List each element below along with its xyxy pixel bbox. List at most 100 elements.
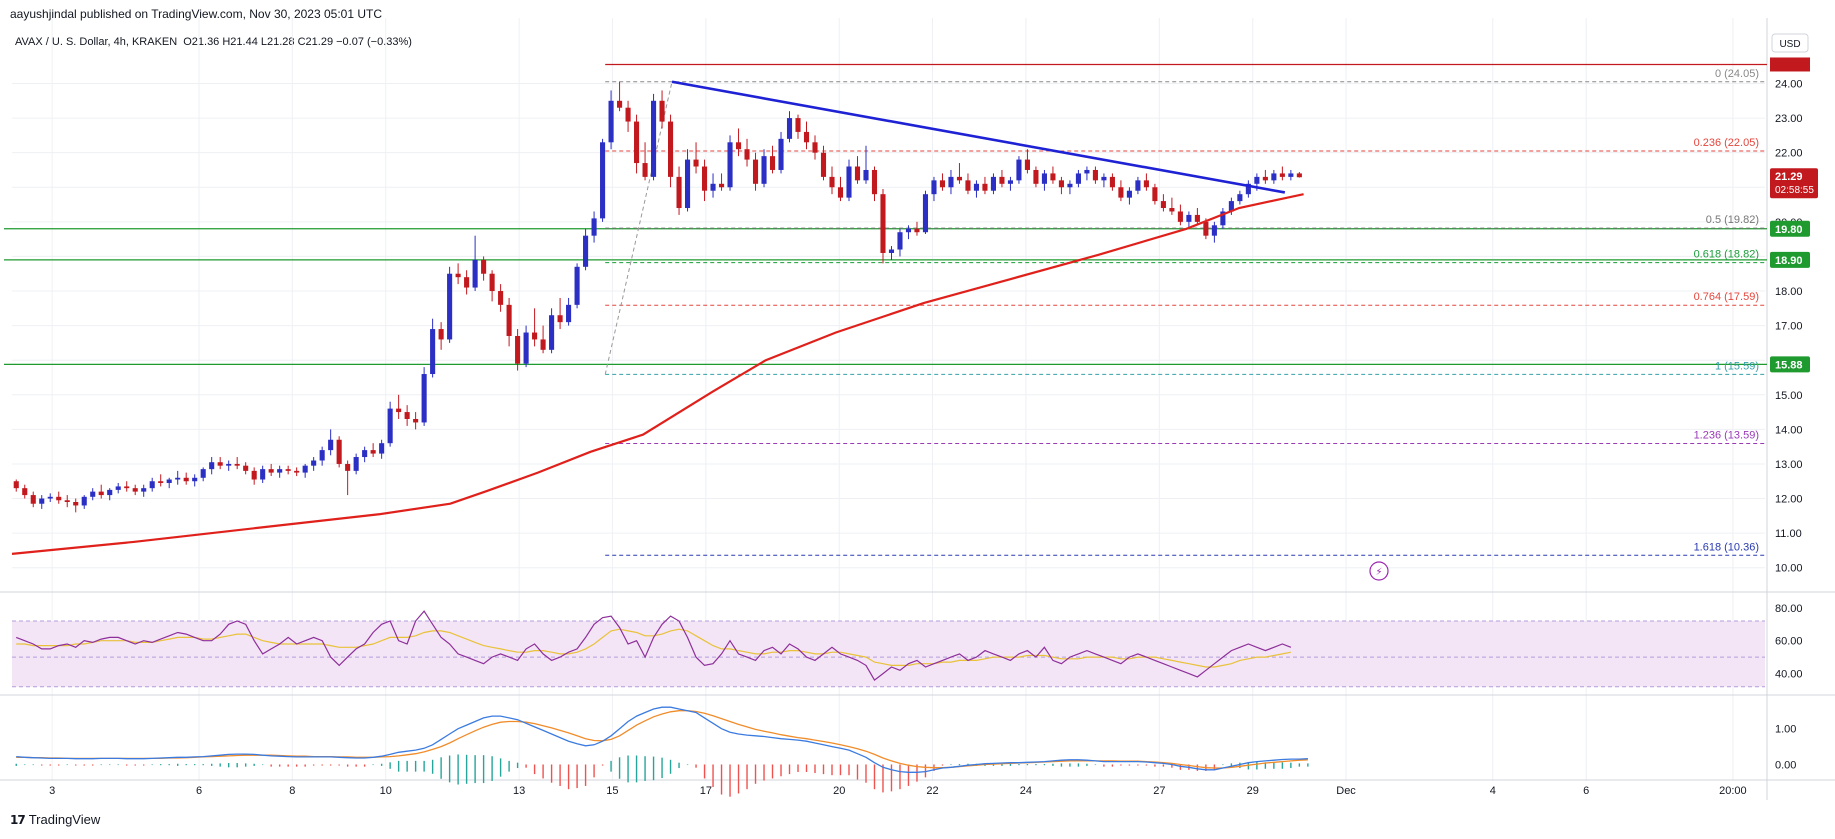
resistance-price-tag: [1770, 57, 1810, 72]
time-tick-label: 17: [700, 785, 712, 797]
candle-up: [583, 235, 589, 267]
macd-histogram-bar: [907, 764, 910, 786]
macd-histogram-bar: [1043, 764, 1046, 766]
macd-histogram-bar: [143, 764, 145, 766]
macd-histogram-bar: [669, 759, 672, 774]
macd-histogram-bar: [678, 762, 680, 769]
rsi-tick-label: 40.00: [1775, 669, 1803, 681]
macd-histogram-bar: [610, 760, 612, 772]
rsi-ma-line: [16, 628, 1292, 668]
candle-down: [1160, 201, 1166, 209]
candle-down: [1177, 211, 1183, 222]
candle-down: [854, 166, 861, 181]
macd-histogram-bar: [1060, 763, 1063, 767]
time-tick-label: 22: [926, 785, 938, 797]
macd-histogram-bar: [66, 764, 68, 766]
candle-down: [1194, 214, 1200, 222]
candle-down: [820, 152, 827, 177]
candle-up: [311, 460, 317, 466]
macd-histogram-bar: [1128, 764, 1131, 766]
candle-down: [956, 176, 963, 181]
macd-histogram-bar: [92, 764, 94, 766]
candle-down: [557, 315, 563, 323]
price-axis: 10.0011.0012.0013.0014.0015.0016.0017.00…: [1770, 33, 1818, 575]
time-axis: 3 6 8 10 13 15 17 20 22 24 27 29 Dec 4 6 20:00: [49, 785, 1747, 797]
candle-down: [812, 142, 818, 153]
macd-histogram-bar: [406, 760, 408, 772]
candle-up: [1101, 176, 1107, 181]
candle-up: [328, 439, 334, 451]
published-by-line: aayushjindal published on TradingView.co…: [10, 7, 383, 21]
candle-down: [795, 118, 801, 132]
macd-histogram-bar: [831, 764, 833, 776]
macd-histogram-bar: [338, 764, 340, 766]
candle-up: [387, 408, 393, 444]
candle-up: [523, 332, 529, 364]
candle-down: [965, 180, 971, 191]
candle-down: [914, 228, 920, 233]
macd-histogram-bar: [261, 764, 264, 766]
macd-histogram-bar: [958, 764, 961, 766]
candle-down: [464, 277, 470, 288]
candle-down: [735, 142, 742, 150]
macd-histogram-bar: [1086, 763, 1088, 766]
macd-histogram-bar: [848, 764, 850, 776]
candle-down: [124, 486, 130, 489]
time-tick-label: 6: [1583, 785, 1589, 797]
currency-box: [1771, 33, 1809, 53]
macd-histogram-bar: [83, 764, 85, 766]
candle-up: [1126, 190, 1132, 198]
candle-down: [158, 481, 164, 483]
macd-histogram-bar: [576, 764, 578, 789]
macd-histogram-bar: [414, 760, 417, 772]
candle-down: [1143, 180, 1149, 188]
candle-down: [345, 463, 351, 471]
lightning-icon-ring: [1369, 561, 1389, 581]
candle-up: [600, 142, 606, 219]
lightning-event-icon: ⚡: [1369, 561, 1389, 581]
candle-down: [498, 291, 504, 305]
macd-histogram-bar: [380, 763, 383, 766]
candle-up: [566, 304, 572, 323]
candle-down: [251, 470, 257, 480]
macd-histogram-bar: [109, 764, 111, 766]
lightning-icon: ⚡: [1375, 567, 1382, 578]
candle-down: [481, 259, 487, 274]
candle-down: [370, 450, 376, 454]
macd-histogram-bar: [695, 764, 697, 768]
price-tick-label: 14.00: [1775, 424, 1803, 436]
price-tick-label: 15.00: [1775, 390, 1803, 402]
macd-histogram-bar: [304, 764, 306, 767]
macd-histogram-bar: [856, 764, 859, 780]
candle-up: [226, 463, 232, 466]
macd-histogram-bar: [916, 764, 918, 782]
candle-down: [634, 121, 640, 164]
macd-histogram-bar: [355, 764, 357, 767]
candle-down: [803, 131, 810, 143]
macd-histogram-bar: [270, 764, 272, 767]
candle-up: [115, 486, 121, 490]
bearish-trendline: [671, 80, 1286, 194]
price-tick-label: 11.00: [1775, 528, 1802, 540]
macd-histogram-bar: [1196, 764, 1199, 771]
rsi-pane: 40.00 60.00 80.00: [12, 603, 1803, 688]
ohlc-values: O21.36 H21.44 L21.28 C21.29 −0.07 (−0.33…: [183, 36, 412, 48]
fib-level-label: 0.236 (22.05): [1694, 137, 1759, 149]
candle-up: [574, 266, 580, 305]
time-tick-label: 8: [289, 785, 295, 797]
footer-brand: TradingView: [28, 812, 101, 827]
price-tick-label: 23.00: [1775, 113, 1803, 125]
macd-histogram-bar: [533, 764, 536, 775]
fib-level-label: 0 (24.05): [1715, 68, 1759, 80]
candle-down: [982, 183, 988, 191]
macd-tick-label: 0.00: [1775, 759, 1796, 771]
macd-histogram-bar: [1137, 764, 1139, 766]
candle-down: [217, 462, 223, 466]
macd-line: [16, 706, 1308, 773]
currency-label: USD: [1779, 39, 1800, 50]
time-tick-label: 20:00: [1719, 785, 1747, 797]
fib-anchor-diagonal: [604, 81, 673, 375]
candle-up: [81, 496, 87, 506]
macd-histogram-bar: [950, 764, 952, 766]
